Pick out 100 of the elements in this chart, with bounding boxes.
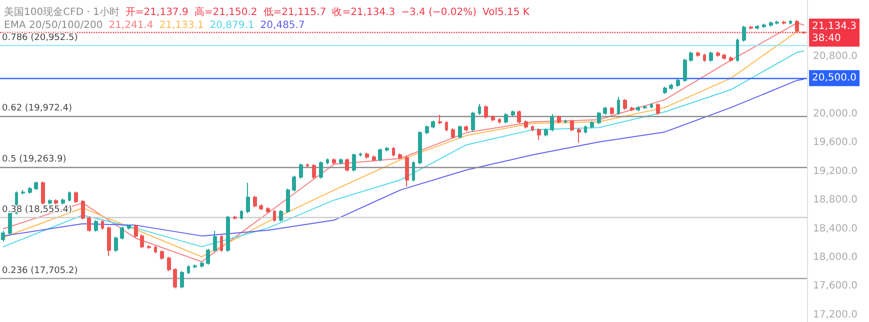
candlestick	[431, 120, 435, 129]
annotation: 开=21,137.9	[125, 7, 188, 18]
candlestick	[240, 210, 243, 220]
candlestick	[233, 215, 237, 220]
ref-line-label: 0.62 (19,972.4)	[2, 104, 72, 114]
text: 20,485.7	[260, 20, 305, 31]
annotation: 收=21,134.3	[332, 7, 396, 18]
candlestick	[206, 248, 210, 266]
y-tick-label: 19,600.0	[813, 137, 858, 148]
candlestick	[464, 125, 468, 132]
candlestick	[74, 190, 78, 204]
annotation: Vol5.15 K	[482, 7, 530, 18]
candlestick	[286, 188, 290, 214]
candlestick	[147, 244, 151, 250]
candlestick	[167, 256, 171, 272]
candlestick	[306, 163, 309, 168]
candlestick	[524, 120, 528, 129]
candlestick	[504, 112, 508, 124]
y-tick-label: 20,800.0	[813, 51, 858, 62]
candlestick	[749, 25, 753, 30]
candlestick	[445, 120, 448, 132]
candlestick	[676, 78, 680, 88]
candlestick	[299, 163, 303, 180]
candlestick	[458, 125, 462, 139]
candlestick	[537, 128, 541, 140]
candlestick	[28, 186, 32, 194]
candlestick	[398, 152, 402, 160]
candlestick	[134, 224, 138, 238]
candlestick	[669, 83, 673, 90]
candlestick	[365, 152, 369, 159]
candlestick	[61, 198, 65, 205]
candlestick	[120, 226, 124, 240]
candlestick	[498, 118, 501, 124]
candlestick	[418, 130, 422, 165]
candlestick	[173, 268, 177, 289]
y-tick-label: 17,600.0	[813, 280, 858, 292]
candlestick	[94, 220, 98, 232]
candlestick	[577, 128, 581, 144]
candlestick	[451, 128, 455, 139]
candlestick	[663, 86, 667, 94]
candlestick	[200, 261, 204, 268]
text: 21,133.1	[159, 20, 204, 31]
candlestick	[729, 56, 733, 62]
candlestick	[425, 125, 429, 135]
candlestick	[630, 106, 634, 112]
candlestick	[484, 104, 488, 119]
candlestick	[332, 158, 336, 165]
line-series	[2, 78, 804, 236]
candlestick	[359, 152, 362, 157]
candlestick	[683, 58, 687, 82]
candlestick	[709, 51, 713, 62]
candlestick	[266, 206, 270, 214]
candlestick	[41, 180, 45, 205]
candlestick	[385, 146, 389, 152]
candlestick	[636, 106, 640, 112]
candlestick	[623, 98, 627, 110]
candlestick	[140, 234, 144, 249]
candlestick	[762, 23, 766, 28]
y-tick-label: 18,800.0	[813, 194, 858, 206]
candlestick	[193, 264, 197, 269]
candlestick	[703, 53, 706, 62]
annotation: 高=21,150.2	[194, 7, 258, 18]
candlestick	[259, 204, 263, 211]
candlestick	[326, 158, 329, 165]
candlestick	[319, 160, 323, 180]
ref-line-label: 20,500.0	[812, 72, 857, 84]
candlestick	[87, 216, 91, 232]
candlestick	[438, 114, 442, 125]
candlestick	[378, 148, 382, 162]
candlestick	[491, 114, 495, 122]
candlestick	[736, 38, 739, 62]
candlestick	[775, 20, 779, 25]
candlestick	[246, 182, 250, 214]
candlestick	[187, 264, 190, 274]
candlestick	[160, 250, 164, 260]
candlestick	[769, 21, 773, 28]
candlestick	[802, 31, 806, 35]
candlestick	[755, 24, 759, 30]
candlestick	[54, 198, 58, 205]
candlestick	[339, 158, 343, 165]
candlestick	[352, 152, 356, 172]
candlestick	[656, 102, 660, 116]
candlestick	[392, 146, 395, 157]
candlestick	[8, 211, 12, 236]
candlestick	[650, 102, 653, 109]
candlestick	[550, 114, 554, 132]
candlestick	[114, 236, 118, 252]
candlestick	[405, 156, 409, 187]
candlestick	[782, 20, 786, 25]
candlestick	[597, 111, 601, 125]
y-tick-label: 18,000.0	[813, 252, 858, 263]
candlestick	[742, 25, 746, 42]
candlestick	[292, 175, 296, 192]
legend-title: EMA 20/50/100/200	[4, 20, 103, 31]
candlestick	[603, 106, 607, 116]
candlestick	[610, 106, 614, 116]
candlestick	[180, 270, 184, 289]
candlestick	[584, 125, 587, 134]
text: 21,241.4	[108, 20, 154, 31]
candlestick	[21, 190, 25, 195]
